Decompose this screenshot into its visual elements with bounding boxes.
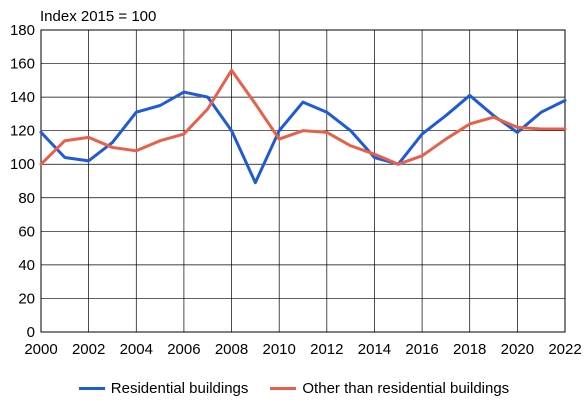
x-tick-label: 2002 <box>72 341 105 358</box>
y-tick-label: 140 <box>10 89 35 106</box>
x-tick-label: 2014 <box>358 341 391 358</box>
axes <box>40 29 566 333</box>
line-chart: Index 2015 = 100 0 20 40 60 80 100 120 140 160 18… <box>10 8 582 358</box>
y-tick-labels: 0 20 40 60 80 100 120 140 160 180 <box>10 22 35 341</box>
y-tick-label: 0 <box>27 324 35 341</box>
x-tick-labels: 2000 2002 2004 2006 2008 2010 2012 2014 2016 2018… <box>24 341 581 358</box>
series-line-other <box>39 68 567 166</box>
x-tick-label: 2020 <box>501 341 534 358</box>
series-lines <box>39 68 567 185</box>
legend-item-residential: Residential buildings <box>78 379 249 397</box>
legend-swatch-residential <box>78 386 105 390</box>
legend-label-residential: Residential buildings <box>110 379 249 397</box>
y-tick-label: 80 <box>18 190 35 207</box>
y-tick-label: 120 <box>10 123 35 140</box>
y-axis-label: Index 2015 = 100 <box>40 8 156 25</box>
y-tick-label: 160 <box>10 56 35 73</box>
x-tick-label: 2008 <box>215 341 248 358</box>
y-tick-label: 60 <box>18 223 35 240</box>
y-tick-label: 20 <box>18 290 35 307</box>
legend: Residential buildings Other than residen… <box>0 376 588 400</box>
legend-item-other: Other than residential buildings <box>270 380 509 397</box>
x-tick-label: 2022 <box>548 341 581 358</box>
y-tick-label: 180 <box>10 22 35 39</box>
x-tick-label: 2004 <box>120 341 153 358</box>
series-line-residential <box>39 90 567 185</box>
x-tick-label: 2016 <box>405 341 438 358</box>
legend-swatch-other <box>270 386 297 390</box>
grid <box>40 29 566 333</box>
x-tick-label: 2012 <box>310 341 343 358</box>
y-tick-label: 40 <box>18 257 35 274</box>
x-tick-label: 2018 <box>453 341 486 358</box>
x-tick-label: 2010 <box>262 341 295 358</box>
x-tick-label: 2006 <box>167 341 200 358</box>
plot-frame <box>40 29 566 333</box>
x-tick-label: 2000 <box>24 341 57 358</box>
y-tick-label: 100 <box>10 156 35 173</box>
legend-label-other: Other than residential buildings <box>302 379 510 397</box>
